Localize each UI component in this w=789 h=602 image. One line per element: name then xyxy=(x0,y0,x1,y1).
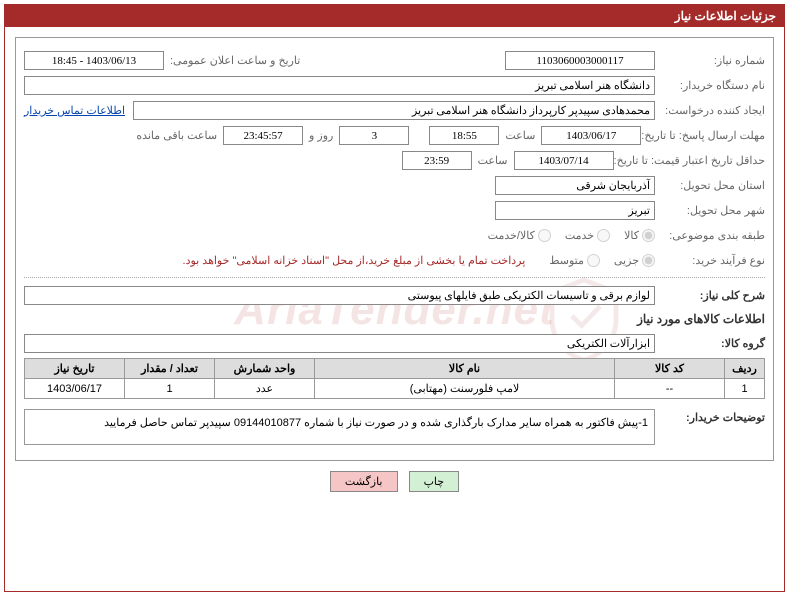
td-date: 1403/06/17 xyxy=(25,379,125,399)
payment-note: پرداخت تمام یا بخشی از مبلغ خرید،از محل … xyxy=(183,254,526,267)
desc-label: شرح کلی نیاز: xyxy=(655,289,765,302)
validity-date: 1403/07/14 xyxy=(514,151,614,170)
remaining-label: ساعت باقی مانده xyxy=(136,129,217,142)
details-box: شماره نیاز: 1103060003000117 تاریخ و ساع… xyxy=(15,37,774,461)
city-label: شهر محل تحویل: xyxy=(655,204,765,217)
th-unit: واحد شمارش xyxy=(215,359,315,379)
td-row: 1 xyxy=(725,379,765,399)
need-number-value: 1103060003000117 xyxy=(505,51,655,70)
goods-group-label: گروه کالا: xyxy=(655,337,765,350)
countdown: 23:45:57 xyxy=(223,126,303,145)
th-code: کد کالا xyxy=(615,359,725,379)
radio-medium[interactable]: متوسط xyxy=(549,254,600,267)
need-number-label: شماره نیاز: xyxy=(655,54,765,67)
desc-value: لوازم برقی و تاسیسات الکتریکی طبق فایلها… xyxy=(24,286,655,305)
buyer-org-value: دانشگاه هنر اسلامی تبریز xyxy=(24,76,655,95)
print-button[interactable]: چاپ xyxy=(409,471,460,492)
category-label: طبقه بندی موضوعی: xyxy=(655,229,765,242)
th-name: نام کالا xyxy=(315,359,615,379)
deadline-label: مهلت ارسال پاسخ: تا تاریخ: xyxy=(641,129,765,142)
requester-value: محمدهادی سپیدپر کارپرداز دانشگاه هنر اسل… xyxy=(133,101,655,120)
validity-label: حداقل تاریخ اعتبار قیمت: تا تاریخ: xyxy=(614,154,765,167)
radio-minor[interactable]: جزیی xyxy=(614,254,655,267)
th-row: ردیف xyxy=(725,359,765,379)
table-row: 1 -- لامپ فلورسنت (مهتابی) عدد 1 1403/06… xyxy=(25,379,765,399)
deadline-hour: 18:55 xyxy=(429,126,499,145)
radio-goods-service-text: کالا/خدمت xyxy=(488,229,535,242)
radio-goods-text: کالا xyxy=(624,229,639,242)
radio-goods[interactable]: کالا xyxy=(624,229,655,242)
td-code: -- xyxy=(615,379,725,399)
hour-label-1: ساعت xyxy=(505,129,535,142)
days-count: 3 xyxy=(339,126,409,145)
radio-goods-service[interactable]: کالا/خدمت xyxy=(488,229,551,242)
validity-hour: 23:59 xyxy=(402,151,472,170)
radio-service[interactable]: خدمت xyxy=(565,229,610,242)
requester-label: ایجاد کننده درخواست: xyxy=(655,104,765,117)
divider xyxy=(24,277,765,278)
buyer-contact-link[interactable]: اطلاعات تماس خریدار xyxy=(24,104,125,117)
province-value: آذربایجان شرقی xyxy=(495,176,655,195)
goods-section-title: اطلاعات کالاهای مورد نیاز xyxy=(24,312,765,326)
back-button[interactable]: بازگشت xyxy=(330,471,398,492)
days-word: روز و xyxy=(309,129,333,142)
goods-table: ردیف کد کالا نام کالا واحد شمارش تعداد /… xyxy=(24,358,765,399)
deadline-date: 1403/06/17 xyxy=(541,126,641,145)
td-qty: 1 xyxy=(125,379,215,399)
td-unit: عدد xyxy=(215,379,315,399)
radio-minor-text: جزیی xyxy=(614,254,639,267)
buyer-org-label: نام دستگاه خریدار: xyxy=(655,79,765,92)
announce-value: 1403/06/13 - 18:45 xyxy=(24,51,164,70)
province-label: استان محل تحویل: xyxy=(655,179,765,192)
announce-label: تاریخ و ساعت اعلان عمومی: xyxy=(170,54,300,67)
hour-label-2: ساعت xyxy=(478,154,508,167)
notes-label: توضیحات خریدار: xyxy=(655,405,765,424)
footer-buttons: چاپ بازگشت xyxy=(5,471,784,492)
goods-group-value: ابزارآلات الکتریکی xyxy=(24,334,655,353)
buyer-notes: 1-پیش فاکتور به همراه سایر مدارک بارگذار… xyxy=(24,409,655,445)
radio-medium-text: متوسط xyxy=(549,254,584,267)
process-label: نوع فرآیند خرید: xyxy=(655,254,765,267)
main-panel: جزئیات اطلاعات نیاز AriaTender.net شماره… xyxy=(4,4,785,592)
th-qty: تعداد / مقدار xyxy=(125,359,215,379)
th-date: تاریخ نیاز xyxy=(25,359,125,379)
td-name: لامپ فلورسنت (مهتابی) xyxy=(315,379,615,399)
panel-title: جزئیات اطلاعات نیاز xyxy=(5,5,784,27)
radio-service-text: خدمت xyxy=(565,229,594,242)
city-value: تبریز xyxy=(495,201,655,220)
